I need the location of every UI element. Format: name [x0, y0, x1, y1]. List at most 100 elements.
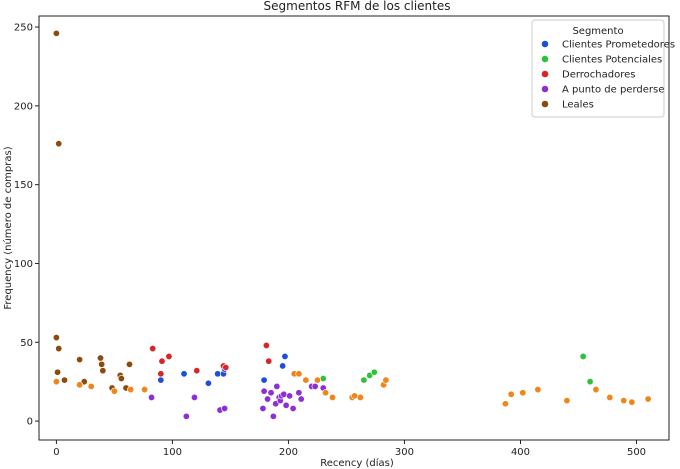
data-point: [360, 376, 368, 384]
data-point: [281, 352, 289, 360]
data-point: [214, 370, 222, 378]
x-tick-label: 400: [511, 447, 530, 458]
data-point: [221, 404, 229, 412]
data-point: [180, 370, 188, 378]
data-point: [222, 363, 230, 371]
legend-box: [531, 19, 665, 118]
data-point: [501, 400, 509, 408]
data-point: [313, 376, 321, 384]
data-point: [55, 140, 63, 148]
data-point: [264, 395, 272, 403]
data-point: [262, 341, 270, 349]
data-point: [260, 387, 268, 395]
y-tick-label: 50: [20, 338, 33, 349]
data-point: [628, 398, 636, 406]
data-point: [279, 362, 287, 370]
data-point: [586, 378, 594, 386]
data-point: [52, 29, 60, 37]
data-point: [193, 367, 201, 375]
data-point: [351, 392, 359, 400]
legend-title: Segmento: [572, 26, 623, 37]
data-point: [507, 390, 515, 398]
legend-label: A punto de perderse: [562, 85, 664, 96]
data-point: [282, 401, 290, 409]
data-point: [382, 376, 390, 384]
y-tick-label: 250: [14, 23, 33, 34]
legend-marker: [541, 70, 549, 78]
data-point: [563, 397, 571, 405]
y-axis-label: Frequency (número de compras): [2, 146, 14, 309]
data-point: [148, 393, 156, 401]
data-point: [295, 389, 303, 397]
data-point: [311, 382, 319, 390]
data-point: [579, 352, 587, 360]
legend-label: Clientes Potenciales: [562, 55, 662, 66]
data-point: [165, 352, 173, 360]
data-point: [620, 397, 628, 405]
y-tick-label: 150: [14, 180, 33, 191]
data-point: [55, 345, 63, 353]
data-point: [204, 379, 212, 387]
data-point: [141, 386, 149, 394]
data-point: [125, 360, 133, 368]
data-point: [96, 354, 104, 362]
data-point: [322, 389, 330, 397]
data-point: [76, 356, 84, 364]
data-point: [259, 404, 267, 412]
data-point: [260, 376, 268, 384]
data-point: [182, 412, 190, 420]
data-point: [52, 334, 60, 342]
data-point: [297, 395, 305, 403]
data-point: [295, 370, 303, 378]
data-point: [592, 386, 600, 394]
legend-items: Clientes Prometedores Clientes Potenciale…: [541, 40, 675, 111]
data-point: [302, 376, 310, 384]
data-point: [158, 357, 166, 365]
data-point: [110, 387, 118, 395]
legend-marker: [541, 55, 549, 63]
x-tick-label: 100: [163, 447, 182, 458]
legend-label: Leales: [562, 100, 594, 111]
data-point: [265, 357, 273, 365]
legend-marker: [541, 85, 549, 93]
data-point: [87, 382, 95, 390]
data-point: [280, 390, 288, 398]
data-point: [149, 345, 157, 353]
data-point: [157, 370, 165, 378]
axis-ticks: 0 100 200 300 400 500 0 50 100 150 200 250: [14, 23, 646, 458]
data-point: [52, 378, 60, 386]
data-point: [157, 376, 165, 384]
data-point: [117, 375, 125, 383]
y-tick-label: 100: [14, 259, 33, 270]
data-point: [267, 389, 275, 397]
legend-label: Derrochadores: [562, 70, 635, 81]
data-point: [534, 386, 542, 394]
data-point: [61, 376, 69, 384]
y-tick-label: 0: [27, 417, 33, 428]
x-axis-label: Recency (días): [320, 457, 394, 469]
data-point: [98, 360, 106, 368]
data-point: [289, 404, 297, 412]
data-point: [286, 392, 294, 400]
data-point: [356, 393, 364, 401]
data-point: [269, 412, 277, 420]
data-points: [52, 29, 652, 420]
data-point: [99, 367, 107, 375]
data-point: [319, 375, 327, 383]
y-tick-label: 200: [14, 101, 33, 112]
x-tick-label: 500: [627, 447, 646, 458]
x-tick-label: 300: [395, 447, 414, 458]
legend-marker: [541, 40, 549, 48]
data-point: [273, 382, 281, 390]
data-point: [190, 393, 198, 401]
data-point: [54, 368, 62, 376]
x-tick-label: 0: [53, 447, 59, 458]
data-point: [76, 381, 84, 389]
legend-label: Clientes Prometedores: [562, 40, 675, 51]
data-point: [644, 395, 652, 403]
data-point: [370, 368, 378, 376]
legend-marker: [541, 100, 549, 108]
data-point: [606, 393, 614, 401]
